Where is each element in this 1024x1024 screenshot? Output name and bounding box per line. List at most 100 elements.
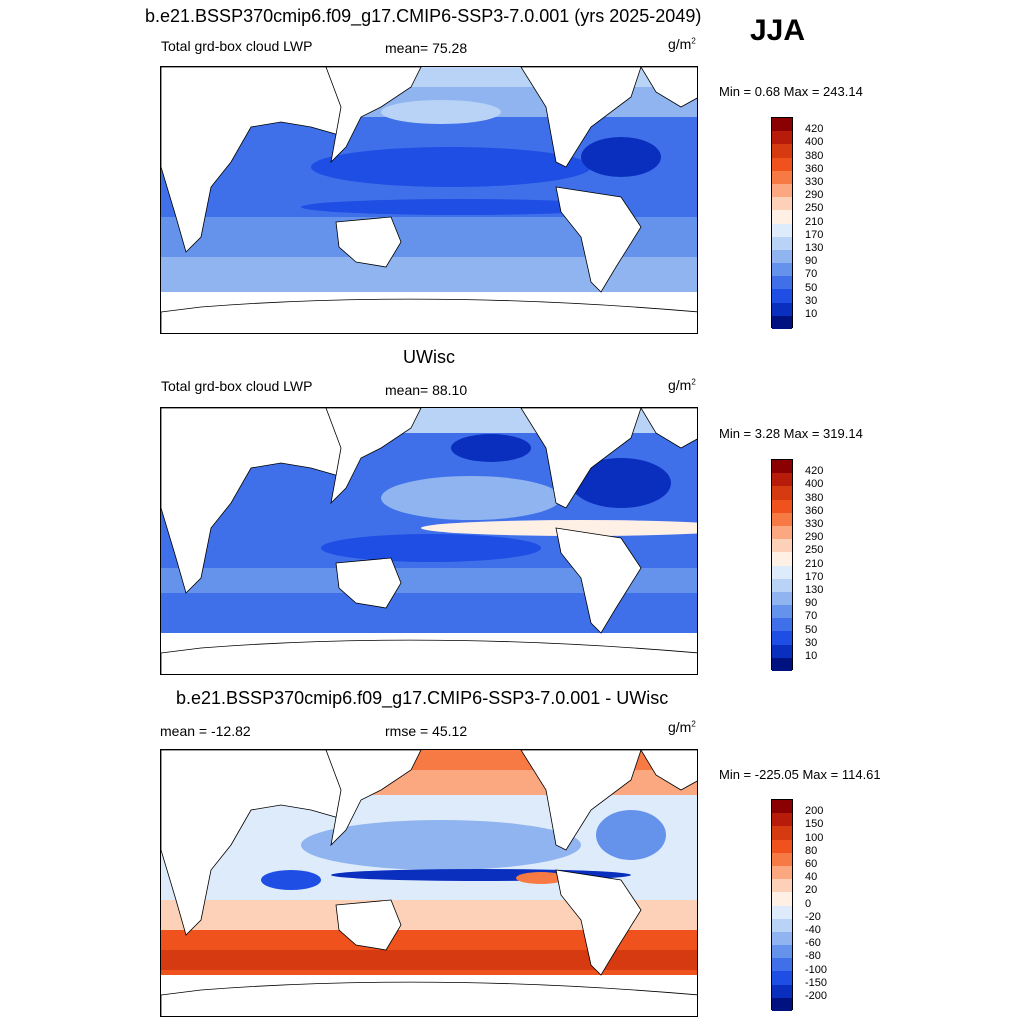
colorbar-swatch	[772, 183, 792, 198]
colorbar-swatch	[772, 157, 792, 171]
colorbar-swatch	[772, 499, 792, 513]
colorbar-tick-label: 170	[805, 228, 824, 241]
colorbar-tick-label: -150	[805, 976, 828, 989]
colorbar-swatch	[772, 144, 792, 158]
colorbar-tick-label: 150	[805, 818, 824, 831]
colorbar-swatch	[772, 865, 792, 880]
colorbar-swatch	[772, 210, 792, 224]
colorbar-tick-label: -20	[805, 910, 821, 923]
panel-1-map	[160, 66, 698, 334]
season-label: JJA	[750, 14, 806, 47]
colorbar-tick-label: -80	[805, 950, 821, 963]
colorbar-tick-label: 30	[805, 294, 818, 307]
panel-2-min-max: Min = 3.28 Max = 319.14	[719, 426, 863, 441]
panel-2-variable-label: Total grd-box cloud LWP	[161, 378, 313, 394]
colorbar-tick-label: 50	[805, 281, 818, 294]
colorbar-tick-label: 130	[805, 242, 824, 254]
colorbar-swatch	[772, 826, 792, 840]
colorbar-tick-label: 400	[805, 136, 824, 149]
colorbar-tick-label: 80	[805, 844, 818, 857]
colorbar-swatch	[772, 118, 792, 132]
colorbar-tick-label: 420	[805, 123, 824, 136]
colorbar-tick-label: 40	[805, 871, 818, 884]
colorbar-swatch	[772, 552, 792, 566]
colorbar-tick-label: 90	[805, 255, 818, 268]
colorbar-swatches	[771, 117, 793, 329]
panel-1-variable-label: Total grd-box cloud LWP	[161, 38, 313, 54]
colorbar-swatch	[772, 315, 792, 329]
panel-3-rmse-label: rmse = 45.12	[385, 723, 468, 739]
colorbar-swatch	[772, 539, 792, 553]
colorbar-tick-label: 30	[805, 636, 818, 649]
colorbar-swatches	[771, 799, 793, 1011]
colorbar-swatch	[772, 197, 792, 211]
colorbar-tick-label: 0	[805, 897, 812, 910]
colorbar-swatch	[772, 512, 792, 526]
colorbar-swatch	[772, 591, 792, 606]
panel-2-mean-label: mean= 88.10	[385, 382, 468, 398]
colorbar-swatch	[772, 918, 792, 932]
colorbar-tick-label: 60	[805, 858, 818, 870]
panel-3-mean-label: mean = -12.82	[160, 723, 251, 739]
colorbar-swatch	[772, 276, 792, 290]
colorbar-tick-label: 290	[805, 531, 824, 544]
colorbar-swatch	[772, 525, 792, 540]
colorbar-tick-label: 10	[805, 308, 818, 320]
panel-2-units: g/m2	[668, 377, 696, 393]
panel-3-title: b.e21.BSSP370cmip6.f09_g17.CMIP6-SSP3-7.…	[176, 688, 669, 708]
colorbar-swatch	[772, 618, 792, 632]
colorbar-swatch	[772, 578, 792, 592]
colorbar-swatch	[772, 905, 792, 919]
colorbar-swatch	[772, 236, 792, 250]
colorbar-swatch	[772, 984, 792, 998]
colorbar-tick-label: 330	[805, 518, 824, 530]
colorbar-swatch	[772, 931, 792, 946]
colorbar-tick-label: 90	[805, 597, 818, 610]
colorbar-tick-label: 100	[805, 831, 824, 844]
colorbar-tick-label: 360	[805, 162, 824, 175]
colorbar-swatch	[772, 945, 792, 959]
colorbar-tick-label: 380	[805, 491, 824, 504]
colorbar-swatch	[772, 605, 792, 619]
colorbar-tick-label: 130	[805, 584, 824, 596]
colorbar-tick-label: 10	[805, 650, 818, 662]
colorbar-swatch	[772, 813, 792, 827]
colorbar-tick-label: 380	[805, 149, 824, 162]
colorbar-swatch	[772, 879, 792, 893]
colorbar-tick-label: 170	[805, 570, 824, 583]
colorbar-swatch	[772, 644, 792, 658]
colorbar-tick-label: -60	[805, 937, 821, 950]
panel-3-units: g/m2	[668, 719, 696, 735]
panel-1-min-max: Min = 0.68 Max = 243.14	[719, 84, 863, 99]
colorbar-tick-label: 210	[805, 557, 824, 570]
colorbar-tick-label: -40	[805, 924, 821, 936]
panel-2-colorbar: 420 400 380 360 330 290 250 210 170 130 90 70 50 30 10	[771, 459, 823, 671]
colorbar-tick-label: 420	[805, 465, 824, 478]
colorbar-swatch	[772, 486, 792, 500]
colorbar-tick-label: 360	[805, 504, 824, 517]
panel-1-units: g/m2	[668, 36, 696, 52]
colorbar-swatch	[772, 800, 792, 814]
colorbar-swatch	[772, 657, 792, 671]
colorbar-swatch	[772, 473, 792, 487]
colorbar-tick-label: 250	[805, 544, 824, 557]
colorbar-swatch	[772, 892, 792, 906]
colorbar-tick-label: 20	[805, 884, 818, 897]
colorbar-tick-label: 250	[805, 202, 824, 215]
colorbar-swatch	[772, 631, 792, 645]
colorbar-swatch	[772, 997, 792, 1011]
colorbar-swatch	[772, 852, 792, 866]
colorbar-swatch	[772, 170, 792, 184]
colorbar-tick-label: 70	[805, 610, 818, 623]
colorbar-tick-label: 330	[805, 176, 824, 188]
colorbar-tick-label: 70	[805, 268, 818, 281]
colorbar-swatch	[772, 263, 792, 277]
colorbar-swatch	[772, 460, 792, 474]
colorbar-swatch	[772, 302, 792, 316]
panel-2-title: UWisc	[403, 347, 455, 367]
colorbar-swatch	[772, 289, 792, 303]
colorbar-swatch	[772, 958, 792, 972]
panel-2-map	[160, 407, 698, 675]
colorbar-tick-label: 50	[805, 623, 818, 636]
colorbar-tick-label: 290	[805, 189, 824, 202]
